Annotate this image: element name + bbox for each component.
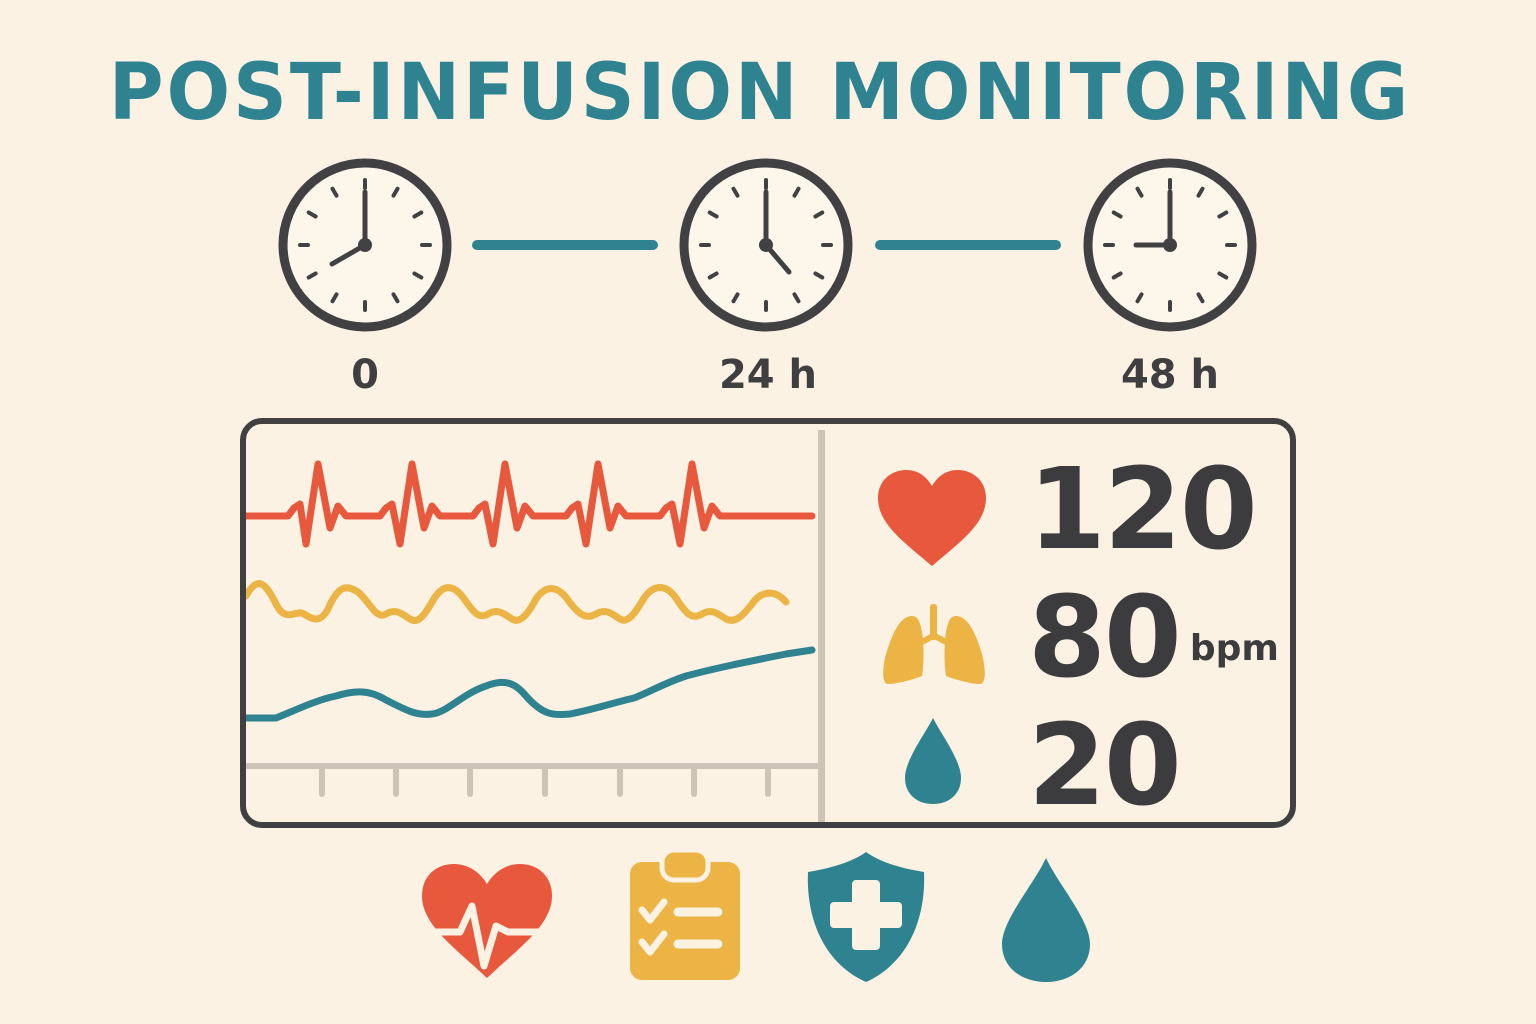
clock-icon xyxy=(278,158,452,332)
lungs-icon xyxy=(883,604,985,684)
timeline-label-0h: 0 xyxy=(351,352,379,398)
vitals-monitor: 120 80 bpm 20 xyxy=(240,418,1296,828)
timeline-label-48h: 48 h xyxy=(1120,352,1220,398)
axis-ticks xyxy=(319,767,771,797)
timeline-label-24h: 24 h xyxy=(718,352,818,398)
medical-shield-icon xyxy=(807,852,925,982)
panel-divider xyxy=(818,430,825,822)
vital-heart-rate: 120 xyxy=(1028,445,1258,575)
drop-icon xyxy=(905,718,961,804)
respiration-waveform xyxy=(246,580,790,624)
vital-respiration: 80 bpm xyxy=(1028,582,1279,694)
waveform-chart xyxy=(246,460,818,797)
heart-rate-value: 120 xyxy=(1028,445,1258,575)
timeline-connector xyxy=(472,240,658,250)
heartbeat-icon xyxy=(422,864,552,978)
fluid-value: 20 xyxy=(1028,701,1182,831)
respiration-value: 80 xyxy=(1028,573,1182,703)
respiration-unit: bpm xyxy=(1189,627,1279,669)
water-drop-icon xyxy=(1002,858,1090,982)
trend-waveform xyxy=(246,646,816,722)
clipboard-checklist-icon xyxy=(630,850,740,980)
heart-icon xyxy=(878,470,986,566)
page-title: POST-INFUSION MONITORING xyxy=(108,48,1412,138)
clock-icon xyxy=(679,158,853,332)
vital-fluid: 20 xyxy=(1028,701,1182,831)
ecg-waveform xyxy=(246,460,816,548)
timeline-connector xyxy=(875,240,1061,250)
clock-icon xyxy=(1083,158,1257,332)
